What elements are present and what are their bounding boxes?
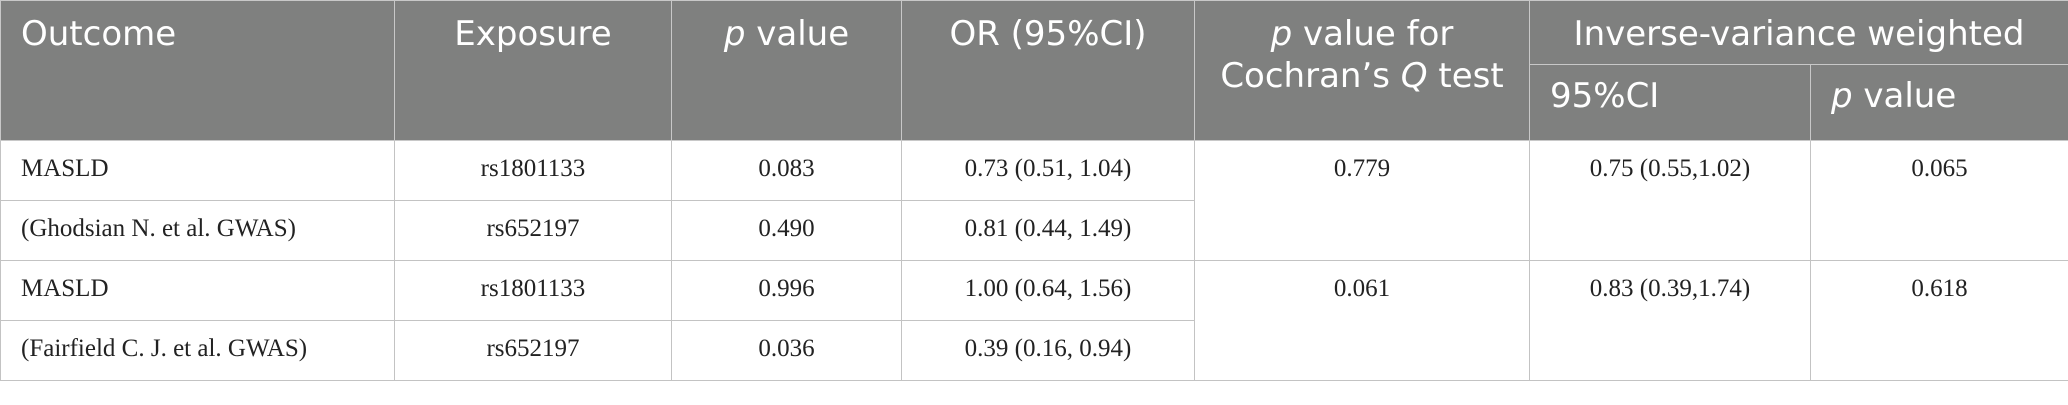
cell-outcome: (Fairfield C. J. et al. GWAS) xyxy=(0,320,395,381)
header-cochran-p: p value for Cochran’s Q test xyxy=(1194,0,1530,141)
cell-p-value: 0.490 xyxy=(671,200,902,261)
header-cochran-line2-post: test xyxy=(1427,56,1504,96)
cell-or-ci: 1.00 (0.64, 1.56) xyxy=(901,260,1195,321)
header-p-rest: value xyxy=(745,14,850,54)
cell-cochran-p: 0.061 xyxy=(1194,260,1530,381)
table-row: (Fairfield C. J. et al. GWAS) rs652197 0… xyxy=(0,320,2068,381)
cell-outcome: MASLD xyxy=(0,140,395,201)
cell-ivw-ci: 0.83 (0.39,1.74) xyxy=(1529,260,1811,381)
cell-ivw-p: 0.618 xyxy=(1810,260,2068,381)
header-ivw-ci: 95%CI xyxy=(1529,64,1811,141)
cell-p-value: 0.083 xyxy=(671,140,902,201)
header-cochran-p-italic: p xyxy=(1270,14,1293,54)
header-cochran-q-italic: Q xyxy=(1400,56,1428,96)
cell-or-ci: 0.39 (0.16, 0.94) xyxy=(901,320,1195,381)
header-or-ci: OR (95%CI) xyxy=(901,0,1195,141)
cell-ivw-p: 0.065 xyxy=(1810,140,2068,261)
results-table: Outcome Exposure p value OR (95%CI) p va… xyxy=(0,0,2068,381)
cell-p-value: 0.996 xyxy=(671,260,902,321)
header-p-italic: p xyxy=(723,14,746,54)
header-ivw-p: p value xyxy=(1810,64,2068,141)
cell-exposure: rs652197 xyxy=(394,320,672,381)
cell-or-ci: 0.73 (0.51, 1.04) xyxy=(901,140,1195,201)
header-exposure: Exposure xyxy=(394,0,672,141)
cell-exposure: rs1801133 xyxy=(394,260,672,321)
cell-outcome: MASLD xyxy=(0,260,395,321)
cell-p-value: 0.036 xyxy=(671,320,902,381)
cell-or-ci: 0.81 (0.44, 1.49) xyxy=(901,200,1195,261)
header-ivw-p-rest: value xyxy=(1852,76,1957,116)
header-outcome: Outcome xyxy=(0,0,395,141)
cell-exposure: rs1801133 xyxy=(394,140,672,201)
cell-ivw-ci: 0.75 (0.55,1.02) xyxy=(1529,140,1811,261)
header-cochran-line2-pre: Cochran’s xyxy=(1220,56,1401,96)
header-ivw-group: Inverse-variance weighted xyxy=(1529,0,2068,65)
header-ivw-p-italic: p xyxy=(1831,76,1853,116)
header-p-value: p value xyxy=(671,0,902,141)
table-row: MASLD rs1801133 0.996 1.00 (0.64, 1.56) … xyxy=(0,260,2068,381)
table-row: MASLD rs1801133 0.083 0.73 (0.51, 1.04) … xyxy=(0,140,2068,261)
cell-cochran-p: 0.779 xyxy=(1194,140,1530,261)
cell-exposure: rs652197 xyxy=(394,200,672,261)
cell-outcome: (Ghodsian N. et al. GWAS) xyxy=(0,200,395,261)
header-cochran-line1: value for xyxy=(1292,14,1454,54)
